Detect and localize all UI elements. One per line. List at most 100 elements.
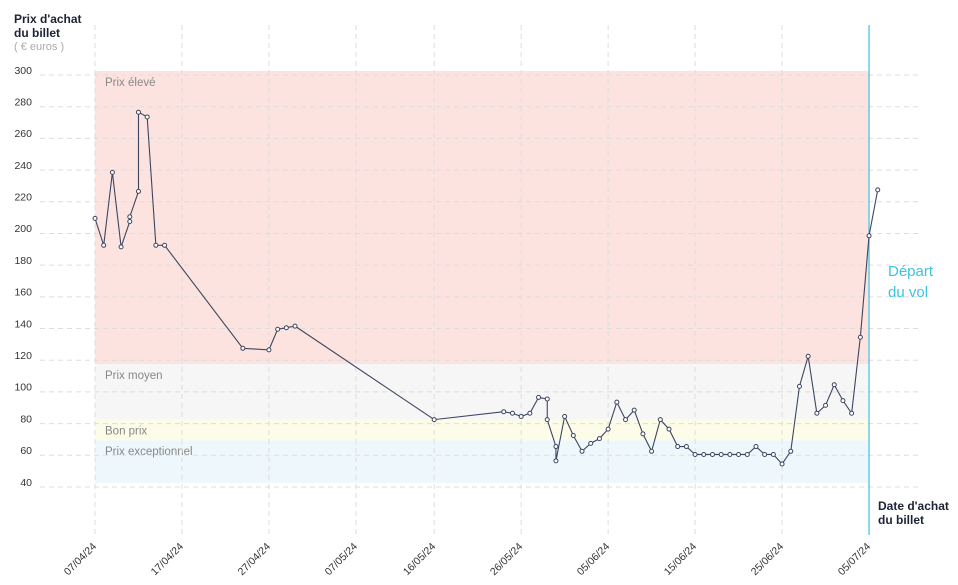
annotation: Départ du vol [888,263,934,301]
y-tick-label: 140 [14,318,32,330]
price-band [95,71,870,365]
y-tick-label: 60 [20,445,32,457]
price-point [109,169,115,175]
x-tick-label: 05/07/24 [836,540,873,577]
price-point [92,215,98,221]
y-title: Prix d'achat du billet [14,12,82,40]
price-point [666,426,672,432]
price-band [95,419,870,441]
price-point [536,394,542,400]
price-point [283,325,289,331]
y-tick-label: 100 [14,382,32,394]
price-point [649,448,655,454]
price-point [544,417,550,423]
price-point [840,398,846,404]
price-point [518,413,524,419]
y-unit: ( € euros ) [14,41,65,53]
band-label: Prix moyen [105,370,163,382]
price-point [736,451,742,457]
price-point [709,451,715,457]
price-point [588,440,594,446]
x-tick-label: 05/06/24 [575,540,612,577]
price-point [753,444,759,450]
x-tick-label: 16/05/24 [401,540,438,577]
price-point [857,334,863,340]
price-point [631,407,637,413]
x-tick-label: 07/05/24 [323,540,360,577]
price-point [805,353,811,359]
y-tick-label: 300 [14,65,32,77]
price-point [153,242,159,248]
price-point [135,109,141,115]
price-point [135,188,141,194]
x-tick-label: 25/06/24 [749,540,786,577]
price-point [292,323,298,329]
y-tick-label: 260 [14,128,32,140]
price-point [762,451,768,457]
price-point [596,436,602,442]
price-point [640,431,646,437]
price-point [118,244,124,250]
y-tick-label: 160 [14,287,32,299]
y-tick-label: 40 [20,477,32,489]
price-point [240,345,246,351]
price-point [553,444,559,450]
price-point [823,402,829,408]
y-tick-label: 120 [14,350,32,362]
price-point [266,347,272,353]
price-point [605,426,611,432]
price-point [718,451,724,457]
price-point [796,383,802,389]
price-point [544,396,550,402]
price-band [95,440,870,483]
y-tick-label: 180 [14,255,32,267]
y-tick-label: 200 [14,223,32,235]
x-title: Date d'achat du billet [878,499,949,527]
price-point [875,187,881,193]
price-point [779,461,785,467]
price-point [162,242,168,248]
price-point [144,114,150,120]
price-point [683,444,689,450]
price-point [657,417,663,423]
price-point [127,214,133,220]
x-tick-label: 07/04/24 [62,540,99,577]
price-point [275,326,281,332]
price-point [675,444,681,450]
price-point [701,451,707,457]
band-label: Prix exceptionnel [105,446,193,458]
y-tick-label: 240 [14,160,32,172]
price-point [814,410,820,416]
price-point [614,399,620,405]
price-point [727,451,733,457]
x-tick-label: 27/04/24 [236,540,273,577]
price-point [562,413,568,419]
y-tick-label: 220 [14,192,32,204]
x-tick-label: 15/06/24 [662,540,699,577]
y-tick-label: 280 [14,96,32,108]
price-point [570,432,576,438]
price-point [866,233,872,239]
price-point [788,448,794,454]
price-point [501,409,507,415]
price-point [127,219,133,225]
price-point [770,451,776,457]
price-point [744,451,750,457]
price-point [509,410,515,416]
price-point [527,410,533,416]
price-point [101,242,107,248]
y-tick-label: 80 [20,413,32,425]
price-point [623,417,629,423]
price-point [692,451,698,457]
price-point [553,458,559,464]
x-tick-label: 26/05/24 [488,540,525,577]
price-point [431,417,437,423]
price-point [849,410,855,416]
price-point [579,448,585,454]
x-tick-label: 17/04/24 [149,540,186,577]
price-point [831,382,837,388]
band-label: Bon prix [105,426,147,438]
band-label: Prix élevé [105,77,156,89]
